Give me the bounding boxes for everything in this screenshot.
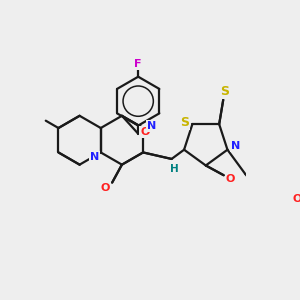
Text: O: O (226, 174, 235, 184)
Text: F: F (134, 59, 142, 70)
Text: N: N (147, 122, 156, 131)
Text: O: O (293, 194, 300, 204)
Text: S: S (220, 85, 230, 98)
Text: N: N (231, 141, 240, 151)
Text: O: O (140, 127, 149, 137)
Text: N: N (90, 152, 99, 162)
Text: O: O (101, 183, 110, 193)
Text: H: H (169, 164, 178, 174)
Text: S: S (180, 116, 189, 129)
